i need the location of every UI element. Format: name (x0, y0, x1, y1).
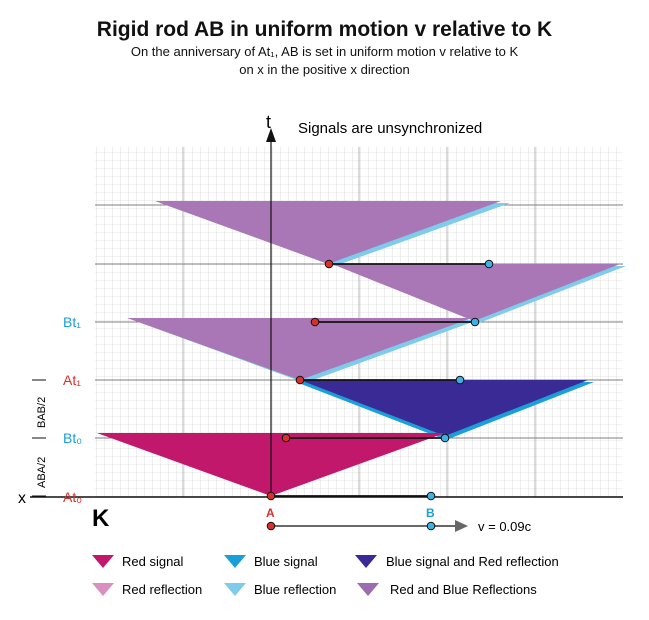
unsynchronized-note: Signals are unsynchronized (298, 120, 482, 137)
interval-label-bab: BAB/2 (36, 397, 48, 428)
x-axis-label: x (18, 490, 26, 507)
event-b-t1 (455, 375, 465, 385)
event-a-bt1 (310, 317, 320, 327)
t-axis-arrow (266, 128, 276, 142)
legend-label-red-reflection: Red reflection (122, 582, 202, 597)
event-a-t2 (324, 259, 334, 269)
level-label-at0: At₀ (63, 489, 82, 505)
interval-ticks (32, 379, 46, 497)
diagram-title: Rigid rod AB in uniform motion v relativ… (96, 18, 553, 41)
red-and-blue-reflections (127, 201, 620, 380)
event-a-t1 (295, 375, 305, 385)
frame-label: K (92, 505, 110, 532)
rod-end-b (426, 521, 436, 531)
subtitle-line-1: On the anniversary of At₁, AB is set in … (130, 44, 519, 59)
event-a-t0 (266, 491, 276, 501)
legend-label-red-blue-reflections: Red and Blue Reflections (390, 582, 537, 597)
legend-swatch-red-signal (92, 555, 114, 568)
legend-label-blue-signal-red-reflection: Blue signal and Red reflection (386, 554, 559, 569)
velocity-arrow-head (455, 520, 468, 532)
legend: Red signal Blue signal Blue signal and R… (92, 554, 559, 597)
level-label-bt0: Bt₀ (63, 430, 82, 446)
event-a-bt0 (281, 433, 291, 443)
legend-swatch-red-reflection (92, 583, 114, 596)
event-b-bt1 (470, 317, 480, 327)
event-dots (266, 259, 494, 501)
blue-signal-and-red-reflection (300, 380, 588, 436)
event-b-bt0 (440, 433, 450, 443)
event-b-t0 (426, 491, 436, 501)
interval-label-aba: ABA/2 (36, 457, 48, 488)
subtitle-line-2: on x in the positive x direction (239, 62, 410, 77)
t-axis-label: t (266, 112, 271, 132)
legend-label-blue-signal: Blue signal (254, 554, 318, 569)
legend-swatch-blue-signal (224, 555, 246, 568)
event-b-t2 (484, 259, 494, 269)
legend-swatch-blue-signal-red-reflection (355, 555, 377, 568)
legend-label-red-signal: Red signal (122, 554, 184, 569)
velocity-label: v = 0.09c (478, 519, 532, 534)
level-label-bt1: Bt₁ (63, 314, 81, 330)
rod-segments (271, 263, 489, 497)
rod-label-a: A (266, 506, 275, 520)
legend-swatch-red-blue-reflections (357, 583, 379, 596)
rod-label-b: B (426, 506, 435, 520)
level-label-at1: At₁ (63, 372, 81, 388)
legend-swatch-blue-reflection (224, 583, 246, 596)
legend-label-blue-reflection: Blue reflection (254, 582, 336, 597)
rod-end-a (266, 521, 276, 531)
